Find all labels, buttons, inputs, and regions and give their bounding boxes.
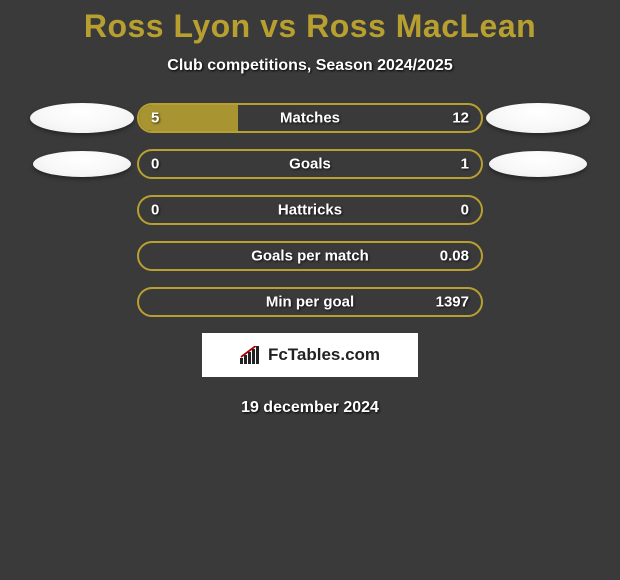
stat-row: Min per goal 1397 [0, 287, 620, 317]
stat-right-value: 1 [461, 156, 469, 173]
stat-row: 5 Matches 12 [0, 103, 620, 133]
stat-bar: 5 Matches 12 [137, 103, 483, 133]
orb-slot-right [483, 151, 593, 177]
page-title: Ross Lyon vs Ross MacLean [0, 8, 620, 45]
stat-label: Min per goal [266, 294, 354, 311]
player-orb-right [489, 151, 587, 177]
orb-slot-left [27, 151, 137, 177]
orb-slot-right [483, 103, 593, 133]
stat-left-value: 5 [151, 110, 159, 127]
bar-chart-icon [240, 346, 262, 364]
stat-left-value: 0 [151, 156, 159, 173]
stat-left-value: 0 [151, 202, 159, 219]
stat-label: Hattricks [278, 202, 342, 219]
stat-label: Goals [289, 156, 331, 173]
player-orb-left [33, 151, 131, 177]
stat-label: Goals per match [251, 248, 369, 265]
player-orb-left [30, 103, 134, 133]
stat-row: 0 Hattricks 0 [0, 195, 620, 225]
stat-right-value: 12 [452, 110, 469, 127]
player-orb-right [486, 103, 590, 133]
stat-right-value: 0 [461, 202, 469, 219]
stat-right-value: 1397 [436, 294, 469, 311]
stat-rows: 5 Matches 12 0 Goals 1 0 Hattricks 0 Goals per ma… [0, 103, 620, 317]
stat-label: Matches [280, 110, 340, 127]
stat-bar: Goals per match 0.08 [137, 241, 483, 271]
subtitle: Club competitions, Season 2024/2025 [0, 57, 620, 75]
date-line: 19 december 2024 [0, 399, 620, 417]
stat-bar: 0 Goals 1 [137, 149, 483, 179]
orb-slot-left [27, 103, 137, 133]
logo-box[interactable]: FcTables.com [202, 333, 418, 377]
logo-inner: FcTables.com [240, 345, 380, 365]
comparison-widget: Ross Lyon vs Ross MacLean Club competiti… [0, 0, 620, 417]
logo-text: FcTables.com [268, 345, 380, 365]
stat-bar: 0 Hattricks 0 [137, 195, 483, 225]
stat-row: 0 Goals 1 [0, 149, 620, 179]
stat-bar: Min per goal 1397 [137, 287, 483, 317]
stat-right-value: 0.08 [440, 248, 469, 265]
stat-row: Goals per match 0.08 [0, 241, 620, 271]
